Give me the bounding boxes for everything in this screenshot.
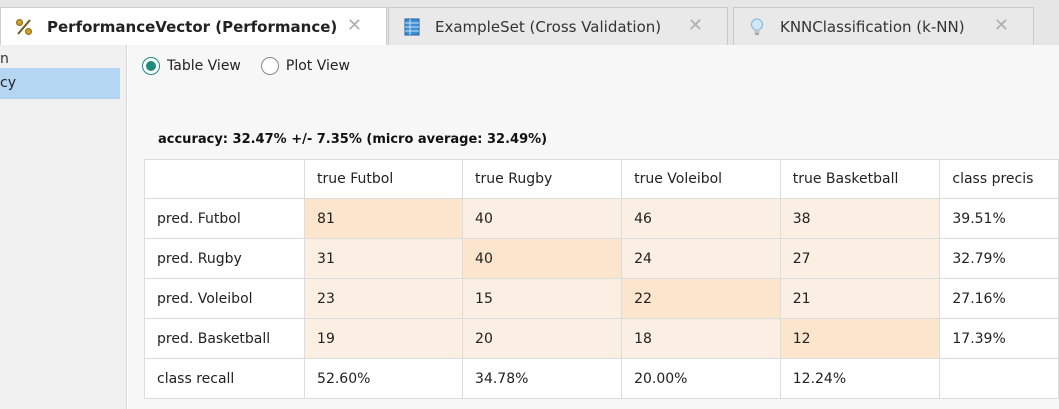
tab-knn-classification[interactable]: KNNClassification (k-NN) ✕ xyxy=(733,7,1034,45)
matrix-cell: 31 xyxy=(304,238,464,279)
accuracy-summary: accuracy: 32.47% +/- 7.35% (micro averag… xyxy=(158,132,548,147)
confusion-matrix: true Futbol true Rugby true Voleibol tru… xyxy=(143,159,1059,399)
table-row: pred. Basketball 19 20 18 12 17.39% xyxy=(143,318,1059,359)
precision-cell: 32.79% xyxy=(939,238,1059,279)
close-icon[interactable]: ✕ xyxy=(346,15,362,36)
matrix-cell: 22 xyxy=(621,278,781,319)
table-row: pred. Futbol 81 40 46 38 39.51% xyxy=(143,198,1059,239)
header-cell: class precis xyxy=(939,159,1059,199)
table-row: pred. Voleibol 23 15 22 21 27.16% xyxy=(143,278,1059,319)
recall-cell: 12.24% xyxy=(779,358,941,399)
row-label: pred. Voleibol xyxy=(143,278,306,319)
close-icon[interactable]: ✕ xyxy=(993,15,1009,36)
radio-dot-icon xyxy=(146,61,156,71)
matrix-cell: 18 xyxy=(621,318,781,359)
percent-icon xyxy=(15,18,33,36)
matrix-cell: 20 xyxy=(462,318,623,359)
matrix-cell: 40 xyxy=(462,238,623,279)
matrix-cell: 12 xyxy=(779,318,941,359)
header-cell: true Basketball xyxy=(779,159,941,199)
header-cell: true Voleibol xyxy=(621,159,781,199)
matrix-cell: 24 xyxy=(621,238,781,279)
tab-performance-vector[interactable]: PerformanceVector (Performance) ✕ xyxy=(0,7,387,46)
table-row: true Futbol true Rugby true Voleibol tru… xyxy=(143,159,1059,199)
lightbulb-icon xyxy=(748,18,766,36)
tab-label: PerformanceVector (Performance) xyxy=(47,18,338,36)
matrix-cell: 23 xyxy=(304,278,464,319)
matrix-cell: 40 xyxy=(462,198,623,239)
table-row: class recall 52.60% 34.78% 20.00% 12.24% xyxy=(143,358,1059,399)
precision-cell: 17.39% xyxy=(939,318,1059,359)
tab-label: ExampleSet (Cross Validation) xyxy=(435,17,662,36)
matrix-cell: 21 xyxy=(779,278,941,319)
view-toggle: Table View Plot View xyxy=(142,57,370,75)
table-row: pred. Rugby 31 40 24 27 32.79% xyxy=(143,238,1059,279)
row-label: pred. Basketball xyxy=(143,318,306,359)
close-icon[interactable]: ✕ xyxy=(687,15,703,36)
matrix-cell: 46 xyxy=(621,198,781,239)
table-icon xyxy=(403,18,421,36)
table-view-radio[interactable] xyxy=(142,57,160,75)
recall-cell: 20.00% xyxy=(621,358,781,399)
matrix-cell: 81 xyxy=(304,198,464,239)
criterion-item-accuracy[interactable]: cy xyxy=(0,68,120,99)
table-view-label[interactable]: Table View xyxy=(167,58,241,74)
precision-cell: 27.16% xyxy=(939,278,1059,319)
precision-cell: 39.51% xyxy=(939,198,1059,239)
plot-view-label[interactable]: Plot View xyxy=(285,58,350,74)
matrix-cell: 19 xyxy=(304,318,464,359)
recall-cell: 34.78% xyxy=(462,358,623,399)
criterion-header: n xyxy=(0,51,9,67)
recall-cell xyxy=(939,358,1059,399)
matrix-cell: 38 xyxy=(779,198,941,239)
matrix-cell: 27 xyxy=(779,238,941,279)
row-label: pred. Rugby xyxy=(143,238,306,279)
tab-example-set[interactable]: ExampleSet (Cross Validation) ✕ xyxy=(388,7,728,45)
tab-bar: PerformanceVector (Performance) ✕ Exampl… xyxy=(0,0,1059,46)
recall-cell: 52.60% xyxy=(304,358,464,399)
matrix-cell: 15 xyxy=(462,278,623,319)
header-cell: true Rugby xyxy=(462,159,623,199)
row-label: pred. Futbol xyxy=(143,198,306,239)
header-cell xyxy=(143,159,306,199)
tab-label: KNNClassification (k-NN) xyxy=(780,17,965,36)
row-label: class recall xyxy=(143,358,306,399)
plot-view-radio[interactable] xyxy=(260,57,279,75)
header-cell: true Futbol xyxy=(304,159,464,199)
main-content: Table View Plot View accuracy: 32.47% +/… xyxy=(128,45,1059,409)
criterion-panel: n cy xyxy=(0,45,127,409)
